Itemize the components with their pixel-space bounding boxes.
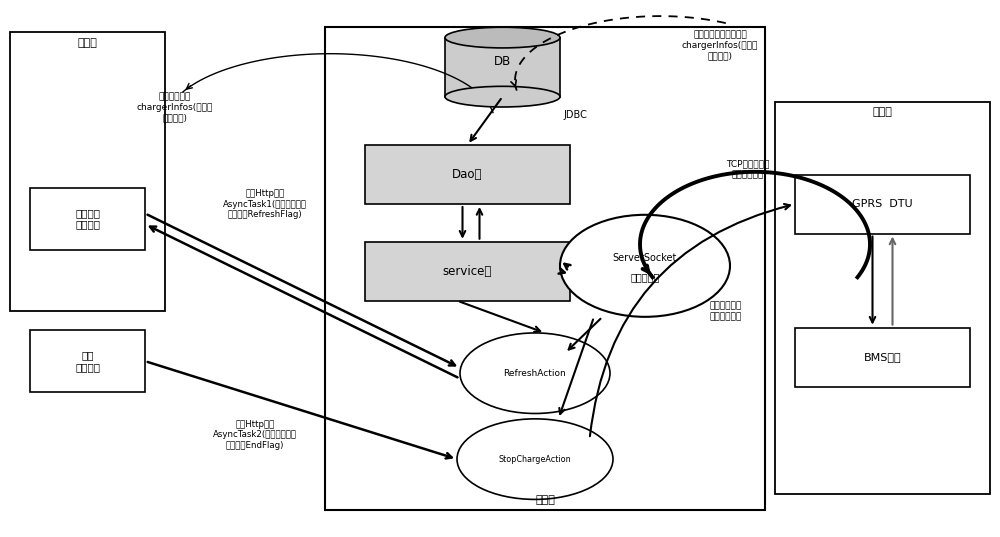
Text: service层: service层: [443, 265, 492, 278]
Bar: [795, 328, 970, 387]
Ellipse shape: [445, 27, 560, 48]
Text: 充电桩: 充电桩: [873, 107, 892, 118]
Text: 将结束标志下
传到电桩模块: 将结束标志下 传到电桩模块: [710, 302, 742, 321]
Text: JDBC: JDBC: [563, 111, 587, 120]
Text: 服务器: 服务器: [535, 495, 555, 505]
Text: 监听某端口: 监听某端口: [630, 273, 660, 282]
Text: 异步Http请求
AsyncTask1(发送一个刷新
请求标志RefreshFlag): 异步Http请求 AsyncTask1(发送一个刷新 请求标志RefreshFl…: [223, 189, 307, 219]
Ellipse shape: [445, 86, 560, 107]
Bar: [10, 32, 165, 311]
Text: 异步Http请求
AsyncTask2(发送一个结束
请求标志EndFlag): 异步Http请求 AsyncTask2(发送一个结束 请求标志EndFlag): [213, 420, 297, 450]
Text: GPRS  DTU: GPRS DTU: [852, 199, 913, 209]
Text: ServerSocket: ServerSocket: [613, 253, 677, 263]
Text: BMS系统: BMS系统: [864, 352, 901, 362]
Bar: [445, 38, 560, 97]
Bar: [775, 102, 990, 494]
Ellipse shape: [560, 215, 730, 317]
Text: TCP连接，上传
电桩状态信息: TCP连接，上传 电桩状态信息: [726, 159, 770, 179]
Bar: [30, 188, 145, 250]
Bar: [30, 330, 145, 392]
Bar: [325, 27, 765, 510]
Text: Dao层: Dao层: [452, 168, 483, 181]
Bar: [795, 175, 970, 234]
Text: StopChargeAction: StopChargeAction: [499, 455, 571, 463]
Text: 点击
结束充电: 点击 结束充电: [75, 350, 100, 372]
Text: RefreshAction: RefreshAction: [504, 369, 566, 378]
Text: DB: DB: [494, 55, 511, 68]
Bar: [365, 145, 570, 204]
Text: 不断更新修改数据库中
chargerInfos(电桩状
态信息表): 不断更新修改数据库中 chargerInfos(电桩状 态信息表): [682, 31, 758, 61]
Text: 客户端: 客户端: [78, 38, 97, 48]
Ellipse shape: [460, 333, 610, 413]
Text: 下拉刷新
充电状态: 下拉刷新 充电状态: [75, 208, 100, 230]
Text: 读取数据库中
chargerInfos(电桩状
态信息表): 读取数据库中 chargerInfos(电桩状 态信息表): [137, 92, 213, 122]
Ellipse shape: [457, 419, 613, 499]
Bar: [365, 242, 570, 301]
